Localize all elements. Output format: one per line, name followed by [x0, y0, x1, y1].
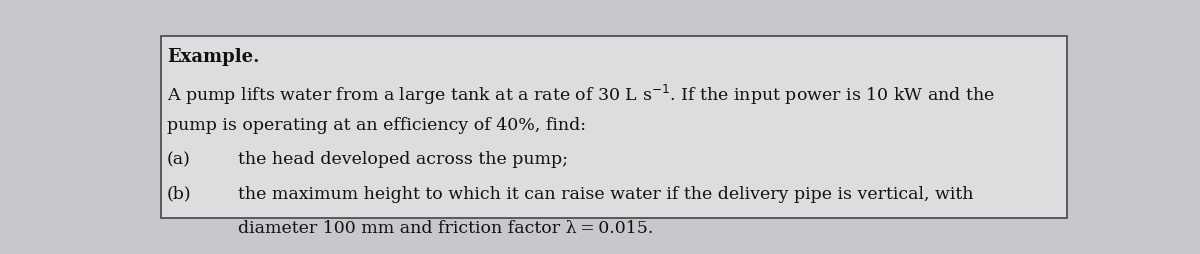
Text: the maximum height to which it can raise water if the delivery pipe is vertical,: the maximum height to which it can raise…: [239, 185, 974, 202]
Text: pump is operating at an efficiency of 40%, find:: pump is operating at an efficiency of 40…: [167, 117, 586, 133]
Text: (a): (a): [167, 151, 191, 168]
Text: (b): (b): [167, 185, 191, 202]
Text: Example.: Example.: [167, 48, 259, 66]
FancyBboxPatch shape: [161, 37, 1067, 218]
Text: the head developed across the pump;: the head developed across the pump;: [239, 151, 569, 168]
Text: A pump lifts water from a large tank at a rate of 30 L s$^{-1}$. If the input po: A pump lifts water from a large tank at …: [167, 82, 995, 106]
Text: diameter 100 mm and friction factor λ = 0.015.: diameter 100 mm and friction factor λ = …: [239, 219, 654, 236]
